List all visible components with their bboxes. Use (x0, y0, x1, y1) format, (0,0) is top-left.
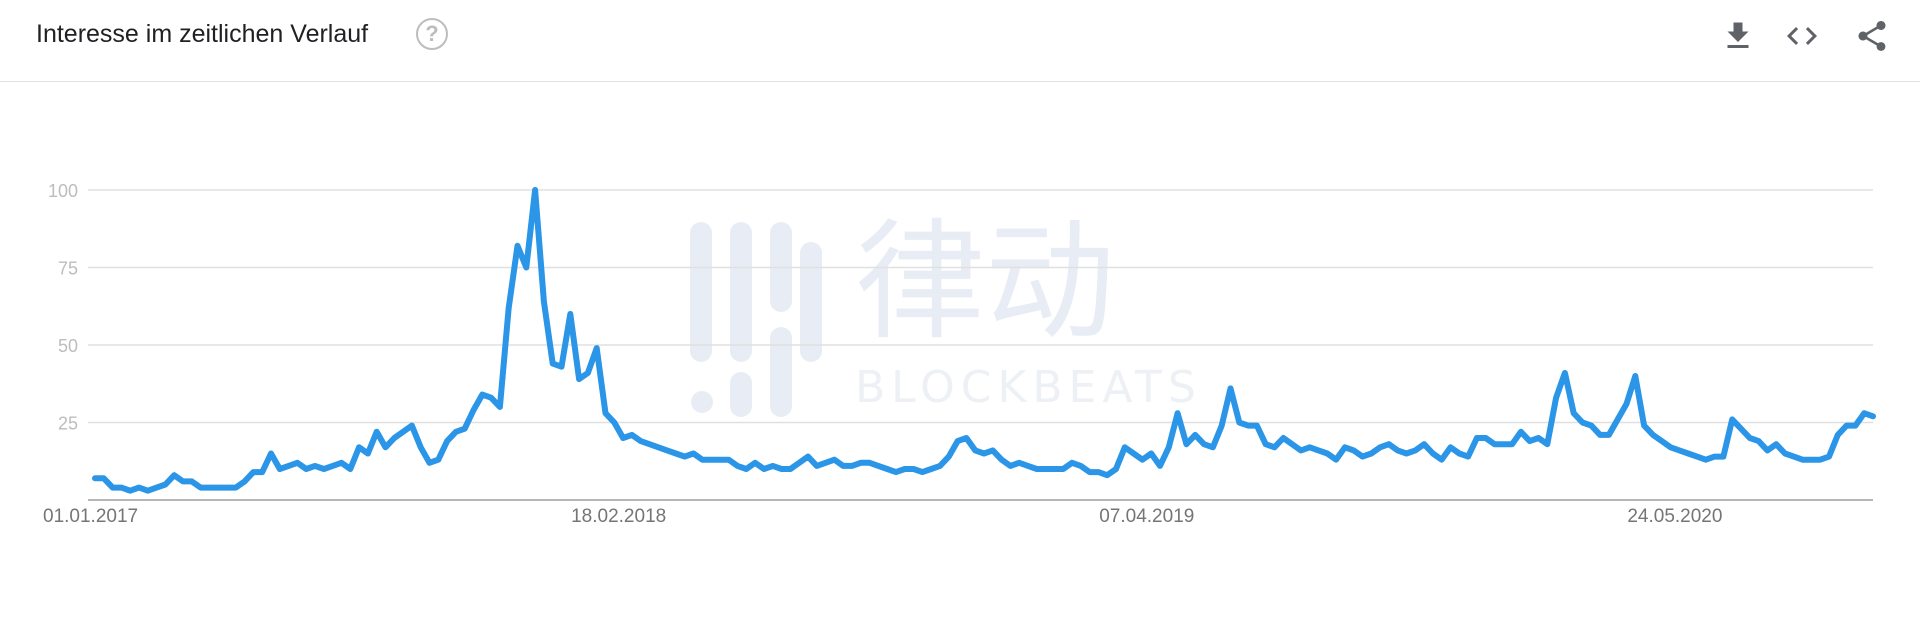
help-circle-icon[interactable]: ? (416, 18, 448, 50)
code-icon[interactable] (1784, 18, 1820, 54)
watermark: 律动 BLOCKBEATS (690, 206, 1202, 417)
line-chart: 律动 BLOCKBEATS 25 50 75 100 01.01.2017 18.02.… (43, 181, 1876, 527)
watermark-chinese: 律动 (855, 206, 1115, 358)
x-tick-label: 18.02.2018 (571, 506, 666, 527)
share-icon[interactable] (1854, 18, 1890, 54)
x-tick-label: 01.01.2017 (43, 506, 138, 527)
y-tick-label: 100 (48, 181, 78, 201)
page-title: Interesse im zeitlichen Verlauf (36, 20, 369, 48)
y-tick-label: 25 (58, 414, 78, 434)
watermark-latin: BLOCKBEATS (855, 362, 1202, 413)
x-tick-label: 24.05.2020 (1627, 506, 1722, 527)
download-icon[interactable] (1720, 18, 1756, 54)
chart-header: Interesse im zeitlichen Verlauf ? (0, 0, 1920, 82)
series-line (92, 187, 1876, 494)
x-tick-label: 07.04.2019 (1099, 506, 1194, 527)
y-tick-label: 50 (58, 336, 78, 356)
y-tick-label: 75 (58, 259, 78, 279)
